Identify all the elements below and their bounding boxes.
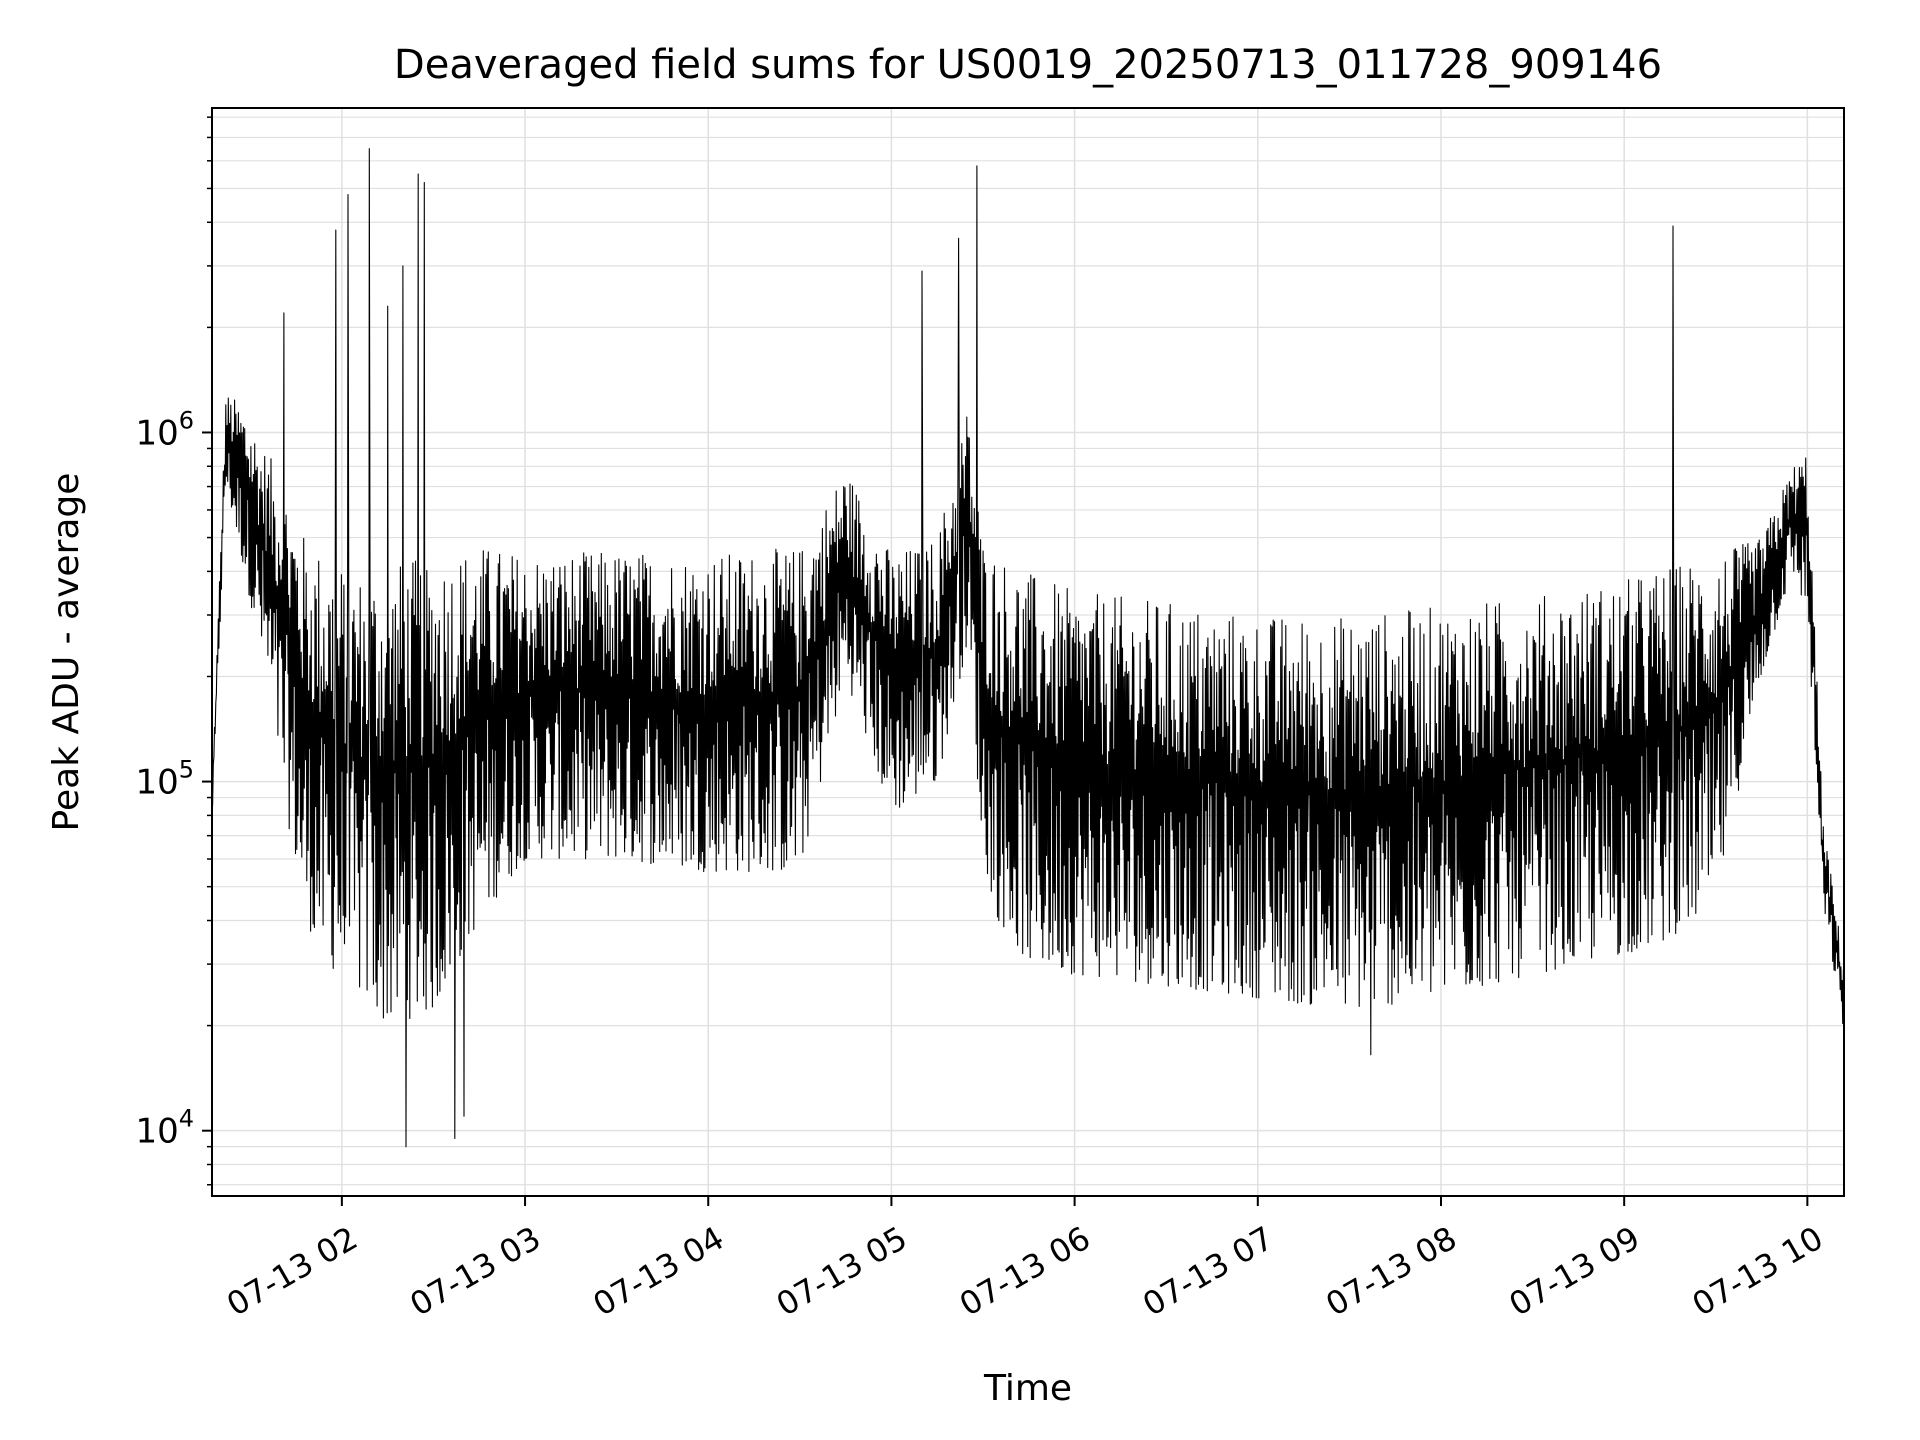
series-line (211, 148, 1845, 1148)
chart-title: Deaveraged field sums for US0019_2025071… (394, 42, 1662, 88)
y-tick-label: 105 (135, 756, 194, 803)
series-path (211, 148, 1845, 1148)
plot-frame (211, 107, 1845, 1197)
y-tick-label: 104 (135, 1105, 194, 1152)
x-axis-label: Time (983, 1368, 1072, 1409)
y-axis: 104 105 106 (135, 116, 212, 1186)
y-axis-label: Peak ADU - average (46, 473, 87, 832)
y-tick-label: 106 (135, 406, 194, 453)
